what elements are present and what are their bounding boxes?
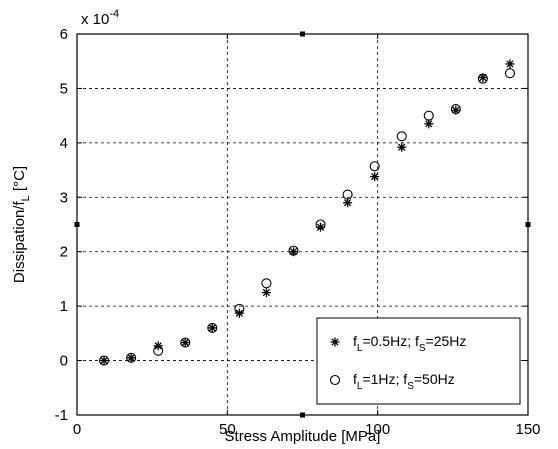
x-tick-label: 100 — [365, 421, 390, 438]
y-tick-label: 3 — [60, 189, 68, 206]
circle-marker — [329, 374, 341, 386]
star-marker — [330, 337, 340, 347]
axis-ticks: 0 50 100 150 -1 0 1 2 3 4 5 6 — [55, 26, 541, 438]
circle-marker — [126, 352, 137, 363]
star-marker — [343, 198, 353, 208]
star-marker — [505, 59, 515, 69]
circle-marker — [207, 322, 218, 333]
star-marker — [126, 353, 136, 363]
frame-midpoint-marker — [74, 222, 80, 227]
x-tick-label: 0 — [73, 421, 81, 438]
star-marker — [261, 288, 271, 298]
y-tick-label: 5 — [60, 80, 68, 97]
legend: fL=0.5Hz; fS=25Hz fL=1Hz; fS=50Hz — [316, 317, 521, 405]
y-tick-label: -1 — [55, 407, 68, 424]
circle-marker — [99, 355, 110, 366]
star-marker — [180, 338, 190, 348]
x-axis-label: Stress Amplitude [MPa] — [225, 428, 381, 445]
legend-entry-label: fL=1Hz; fS=50Hz — [353, 371, 455, 392]
circle-marker — [396, 131, 407, 142]
star-marker — [478, 73, 488, 83]
y-multiplier-base: x 10 — [81, 11, 109, 28]
frame-midpoint-marker — [300, 412, 305, 418]
circle-marker — [504, 68, 516, 79]
circle-marker — [180, 337, 191, 348]
y-tick-label: 4 — [60, 135, 68, 152]
star-marker — [397, 142, 407, 152]
star-marker — [316, 222, 326, 232]
y-tick-label: 6 — [60, 26, 68, 43]
circle-marker — [153, 345, 164, 356]
circle-marker — [261, 278, 272, 289]
y-tick-label: 0 — [60, 353, 68, 370]
star-marker — [207, 323, 217, 333]
circle-marker — [369, 161, 380, 172]
star-marker — [288, 247, 298, 257]
y-multiplier-exponent: -4 — [109, 8, 119, 20]
circle-marker — [342, 189, 353, 200]
legend-box — [316, 317, 521, 405]
circle-marker — [423, 110, 434, 121]
frame-midpoint-marker — [300, 31, 305, 37]
star-marker — [370, 172, 380, 182]
star-marker — [99, 356, 109, 366]
data-markers — [99, 59, 516, 366]
x-tick-label: 50 — [219, 421, 236, 438]
circle-marker — [288, 245, 299, 256]
frame-midpoint-marker — [525, 222, 531, 227]
circle-marker — [315, 219, 326, 230]
y-tick-label: 2 — [60, 244, 68, 261]
circle-marker — [477, 73, 488, 84]
x-tick-label: 150 — [515, 421, 540, 438]
circle-marker — [450, 104, 461, 115]
y-axis-label: Dissipation/fL [°C] — [11, 166, 32, 283]
star-marker — [424, 119, 434, 129]
circle-marker — [234, 303, 245, 314]
y-tick-label: 1 — [60, 298, 68, 315]
y-axis-multiplier: x 10-4 — [81, 8, 119, 28]
legend-entry-label: fL=0.5Hz; fS=25Hz — [353, 333, 466, 354]
